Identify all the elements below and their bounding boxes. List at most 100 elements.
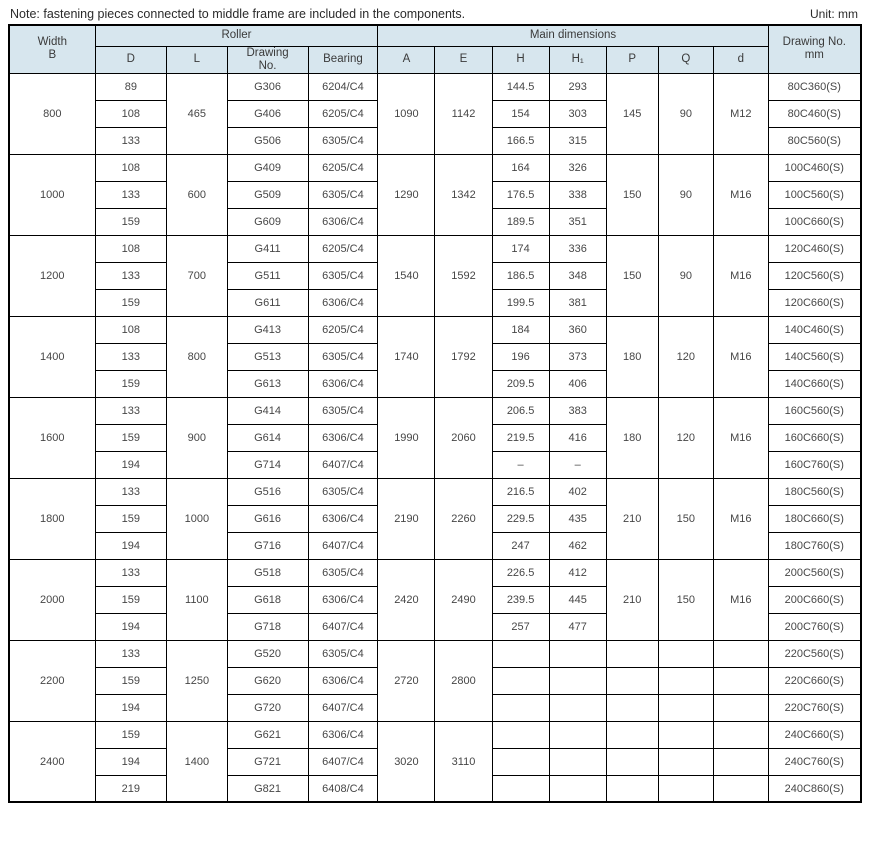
bearing-cell: 6306/C4 [307, 423, 379, 452]
table-row: 159 G620 6306/C4 220C660(S) [9, 666, 862, 695]
dim-d-cell: M12 [713, 72, 769, 155]
bearing-cell: 6408/C4 [307, 774, 379, 803]
roller-drawing-no-cell: G516 [226, 477, 309, 506]
roller-drawing-no-cell: G721 [226, 747, 309, 776]
dim-h1-cell: 303 [548, 99, 607, 128]
roller-l-cell: 1000 [166, 477, 228, 560]
dim-h-cell: 199.5 [491, 288, 550, 317]
roller-drawing-no-cell: G618 [226, 585, 309, 614]
dim-q-cell [657, 774, 715, 803]
bearing-cell: 6306/C4 [307, 369, 379, 398]
col-header-drawing-no-mm: Drawing No. mm [767, 24, 862, 74]
dim-d-cell [713, 639, 769, 668]
roller-d-cell: 133 [94, 558, 168, 587]
roller-d-cell: 194 [94, 450, 168, 479]
dim-e-cell: 2490 [434, 558, 493, 641]
roller-drawing-no-cell: G718 [226, 612, 309, 641]
col-header-roller-drawing-no: Drawing No. [226, 45, 309, 74]
table-row: 194 G714 6407/C4 – – 160C760(S) [9, 450, 862, 479]
dim-h-cell: 219.5 [491, 423, 550, 452]
col-header-p: P [605, 45, 659, 74]
dim-h1-cell: 293 [548, 72, 607, 101]
roller-d-cell: 108 [94, 315, 168, 344]
roller-drawing-no-cell: G614 [226, 423, 309, 452]
table-row: 133 G506 6305/C4 166.5 315 80C560(S) [9, 126, 862, 155]
dim-a-cell: 2720 [377, 639, 436, 722]
dim-h-cell: 206.5 [491, 396, 550, 425]
dim-p-cell: 150 [605, 153, 659, 236]
dim-p-cell [605, 666, 659, 695]
dim-a-cell: 1290 [377, 153, 436, 236]
table-row: 2200 133 1250 G520 6305/C4 2720 2800 220C560(S) [8, 639, 862, 722]
width-b-cell: 1200 [8, 234, 96, 317]
dim-h1-cell: – [548, 450, 607, 479]
dim-h-cell: 144.5 [491, 72, 550, 101]
bearing-cell: 6305/C4 [307, 261, 379, 290]
dim-d-cell: M16 [713, 153, 769, 236]
bearing-cell: 6205/C4 [307, 153, 379, 182]
dim-h1-cell: 402 [548, 477, 607, 506]
dim-h-cell: 257 [491, 612, 550, 641]
dim-q-cell [657, 747, 715, 776]
roller-l-cell: 800 [166, 315, 228, 398]
dim-p-cell: 150 [605, 234, 659, 317]
table-row: 159 G609 6306/C4 189.5 351 100C660(S) [9, 207, 862, 236]
roller-d-cell: 159 [94, 720, 168, 749]
dim-q-cell: 120 [657, 315, 715, 398]
col-header-d-thread: d [713, 45, 769, 74]
dim-h1-cell: 360 [548, 315, 607, 344]
roller-l-cell: 600 [166, 153, 228, 236]
roller-drawing-no-cell: G411 [226, 234, 309, 263]
roller-drawing-no-cell: G821 [226, 774, 309, 803]
bearing-cell: 6204/C4 [307, 72, 379, 101]
roller-d-cell: 108 [94, 99, 168, 128]
roller-d-cell: 133 [94, 639, 168, 668]
bearing-cell: 6306/C4 [307, 666, 379, 695]
drawing-code-cell: 240C760(S) [767, 747, 862, 776]
dim-h1-cell: 412 [548, 558, 607, 587]
dim-h-cell [491, 693, 550, 722]
drawing-code-cell: 120C560(S) [767, 261, 862, 290]
dim-q-cell: 90 [657, 234, 715, 317]
bearing-cell: 6407/C4 [307, 450, 379, 479]
col-header-roller: Roller [94, 24, 379, 47]
dim-h-cell: 247 [491, 531, 550, 560]
roller-d-cell: 159 [94, 504, 168, 533]
drawing-code-cell: 140C660(S) [767, 369, 862, 398]
table-row: 194 G716 6407/C4 247 462 180C760(S) [9, 531, 862, 560]
dim-p-cell [605, 639, 659, 668]
col-header-e: E [434, 45, 493, 74]
dim-q-cell [657, 693, 715, 722]
table-row: 1600 133 900 G414 6305/C4 1990 2060 206.5 383 180… [8, 396, 862, 479]
dim-p-cell: 180 [605, 315, 659, 398]
drawing-code-cell: 200C560(S) [767, 558, 862, 587]
bearing-cell: 6306/C4 [307, 288, 379, 317]
drawing-code-cell: 160C660(S) [767, 423, 862, 452]
top-bar: Note: fastening pieces connected to midd… [8, 3, 862, 24]
dim-h-cell: 196 [491, 342, 550, 371]
roller-drawing-no-cell: G518 [226, 558, 309, 587]
dim-d-cell: M16 [713, 234, 769, 317]
table-row: 159 G613 6306/C4 209.5 406 140C660(S) [9, 369, 862, 398]
dim-e-cell: 3110 [434, 720, 493, 803]
drawing-code-cell: 140C460(S) [767, 315, 862, 344]
dim-h-cell: 166.5 [491, 126, 550, 155]
roller-d-cell: 159 [94, 207, 168, 236]
dim-h1-cell: 373 [548, 342, 607, 371]
table-row: 194 G720 6407/C4 220C760(S) [9, 693, 862, 722]
dim-d-cell [713, 693, 769, 722]
roller-drawing-no-cell: G413 [226, 315, 309, 344]
table-row: 159 G618 6306/C4 239.5 445 200C660(S) [9, 585, 862, 614]
dim-h1-cell: 351 [548, 207, 607, 236]
roller-d-cell: 159 [94, 288, 168, 317]
table-row: 1200 108 700 G411 6205/C4 1540 1592 174 336 150 90… [8, 234, 862, 317]
drawing-code-cell: 100C460(S) [767, 153, 862, 182]
dim-p-cell: 210 [605, 558, 659, 641]
roller-l-cell: 700 [166, 234, 228, 317]
dim-h-cell: – [491, 450, 550, 479]
col-header-q: Q [657, 45, 715, 74]
dim-a-cell: 1090 [377, 72, 436, 155]
drawing-code-cell: 120C660(S) [767, 288, 862, 317]
table-row: 2400 159 1400 G621 6306/C4 3020 3110 240C660(S) [8, 720, 862, 803]
col-header-h: H [491, 45, 550, 74]
